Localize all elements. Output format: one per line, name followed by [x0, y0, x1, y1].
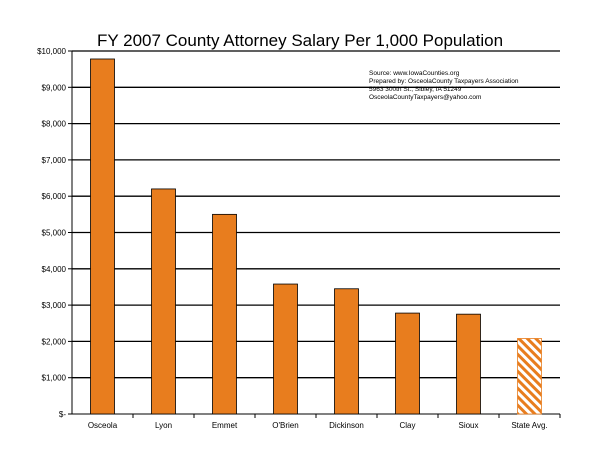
x-tick-label: Dickinson — [329, 421, 364, 430]
bar — [273, 283, 298, 415]
chart-title: FY 2007 County Attorney Salary Per 1,000… — [97, 31, 503, 50]
bar — [212, 213, 237, 415]
bar — [456, 313, 481, 415]
bar — [334, 288, 359, 415]
x-tick-label: Clay — [399, 421, 415, 430]
y-tick-label: $5,000 — [42, 229, 67, 238]
annotation-line: 5963 300th St., Sibley, IA 51249 — [369, 86, 462, 93]
x-tick-label: O'Brien — [272, 421, 298, 430]
y-tick-label: $2,000 — [42, 337, 67, 346]
x-tick-label: Lyon — [155, 421, 172, 430]
y-tick-label: $- — [59, 410, 66, 419]
annotation-line: OsceolaCountyTaxpayers@yahoo.com — [369, 94, 481, 101]
y-tick-label: $7,000 — [42, 156, 67, 165]
annotation-line: Prepared by: OsceolaCounty Taxpayers Ass… — [369, 78, 519, 85]
annotation-line: Source: www.IowaCounties.org — [369, 70, 460, 77]
x-tick-label: Osceola — [88, 421, 118, 430]
bar — [151, 188, 176, 415]
y-tick-label: $9,000 — [42, 83, 67, 92]
y-tick-label: $10,000 — [37, 47, 66, 56]
bar — [395, 312, 420, 415]
y-tick-label: $8,000 — [42, 120, 67, 129]
y-tick-label: $4,000 — [42, 265, 67, 274]
x-tick-label: State Avg. — [511, 421, 547, 430]
bar — [517, 338, 542, 415]
y-tick-label: $6,000 — [42, 192, 67, 201]
x-tick-label: Emmet — [212, 421, 238, 430]
bar — [90, 58, 115, 415]
y-tick-label: $3,000 — [42, 301, 67, 310]
y-tick-label: $1,000 — [42, 374, 67, 383]
x-tick-label: Sioux — [458, 421, 478, 430]
